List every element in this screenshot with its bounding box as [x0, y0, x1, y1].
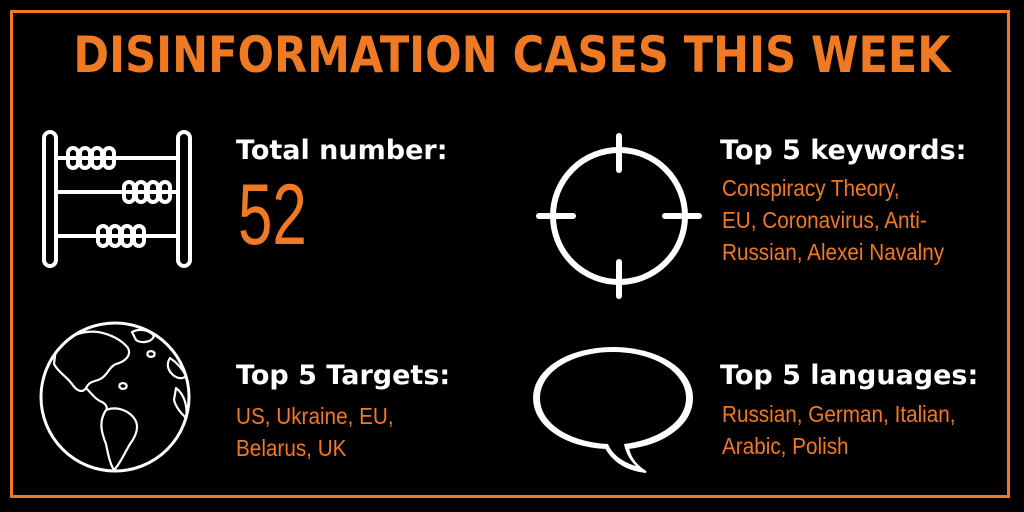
crosshair-icon — [536, 133, 702, 299]
orange-border-frame — [10, 10, 1010, 498]
languages-line: Russian, German, Italian, — [722, 401, 956, 427]
keywords-line: Russian, Alexei Navalny — [722, 239, 945, 265]
keywords-line: EU, Coronavirus, Anti- — [722, 207, 927, 233]
globe-icon — [39, 321, 191, 473]
targets-line: US, Ukraine, EU, — [236, 403, 394, 429]
total-number-label: Total number: — [236, 135, 448, 166]
top-targets-list: US, Ukraine, EU, Belarus, UK — [236, 400, 394, 464]
keywords-line: Conspiracy Theory, — [722, 175, 900, 201]
total-number-value: 52 — [238, 167, 307, 263]
top-languages-list: Russian, German, Italian, Arabic, Polish — [722, 398, 956, 462]
top-languages-label: Top 5 languages: — [720, 360, 979, 391]
languages-line: Arabic, Polish — [722, 433, 849, 459]
abacus-icon — [42, 130, 192, 268]
targets-line: Belarus, UK — [236, 435, 347, 461]
speech-bubble-icon — [532, 346, 694, 473]
top-targets-label: Top 5 Targets: — [236, 360, 451, 391]
top-keywords-label: Top 5 keywords: — [720, 135, 967, 166]
top-keywords-list: Conspiracy Theory, EU, Coronavirus, Anti… — [722, 172, 944, 268]
page-title: DISINFORMATION CASES THIS WEEK — [73, 26, 951, 84]
